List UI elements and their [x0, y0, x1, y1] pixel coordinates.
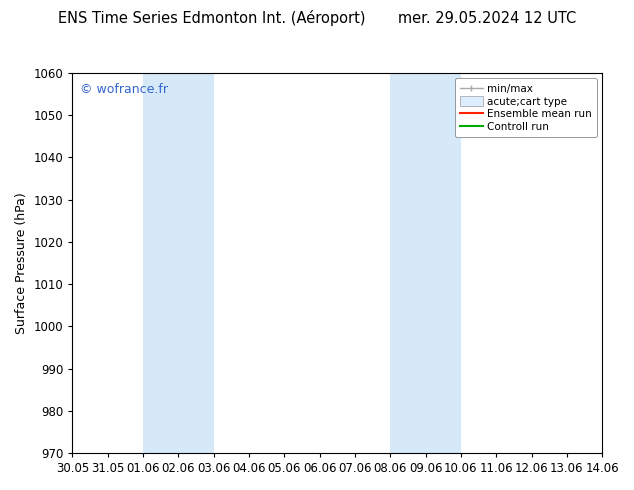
Text: ENS Time Series Edmonton Int. (Aéroport)       mer. 29.05.2024 12 UTC: ENS Time Series Edmonton Int. (Aéroport)…	[58, 10, 576, 26]
Legend: min/max, acute;cart type, Ensemble mean run, Controll run: min/max, acute;cart type, Ensemble mean …	[455, 78, 597, 137]
Text: © wofrance.fr: © wofrance.fr	[81, 82, 168, 96]
Bar	[143, 73, 214, 453]
Bar	[391, 73, 461, 453]
Y-axis label: Surface Pressure (hPa): Surface Pressure (hPa)	[15, 192, 28, 334]
